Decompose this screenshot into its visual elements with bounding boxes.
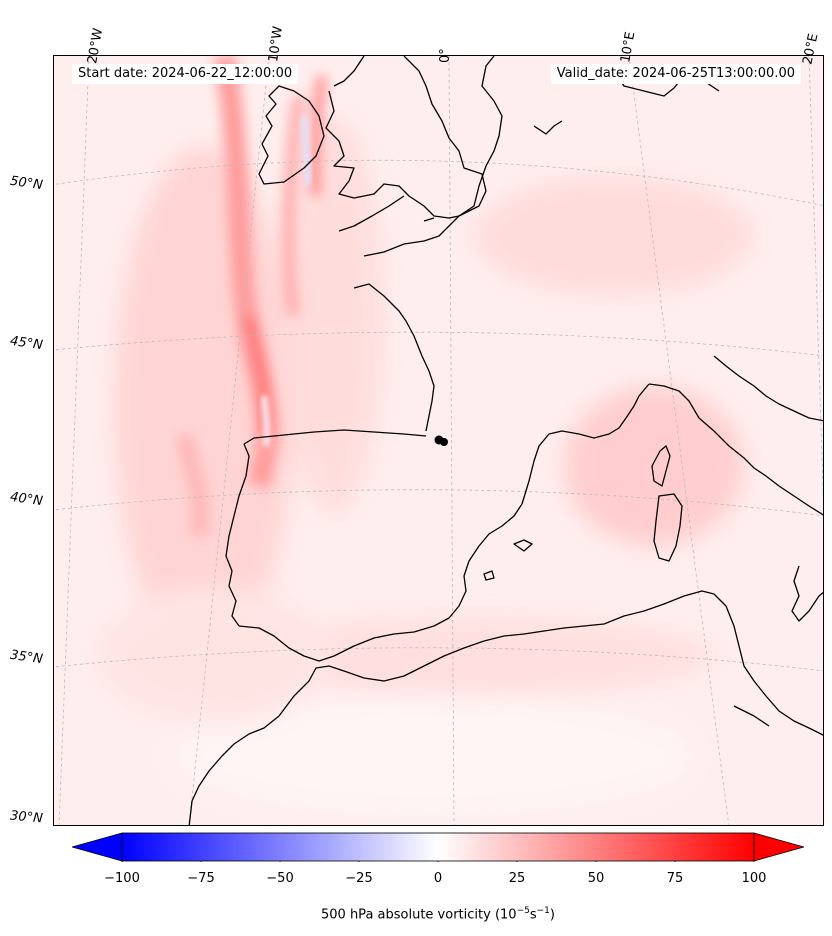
colorbar-min-extend bbox=[72, 832, 123, 862]
vorticity-field bbox=[54, 56, 823, 825]
lat-label-45n: 45°N bbox=[9, 333, 44, 354]
colorbar-max-extend bbox=[753, 832, 804, 862]
colorbar-label-s: s bbox=[529, 907, 537, 923]
colorbar-label-end: ) bbox=[549, 907, 555, 923]
colorbar-tick-label: −75 bbox=[187, 871, 215, 886]
colorbar-gradient bbox=[121, 832, 755, 862]
gridlines bbox=[54, 56, 823, 825]
lat-label-50n: 50°N bbox=[9, 173, 44, 194]
field-blue-streaks bbox=[261, 115, 311, 447]
colorbar-label-text: 500 hPa absolute vorticity (10 bbox=[321, 907, 517, 923]
colorbar-label-exp2: −1 bbox=[536, 906, 550, 916]
colorbar-tick-label: −25 bbox=[345, 871, 373, 886]
colorbar-ticks bbox=[121, 861, 755, 862]
colorbar bbox=[72, 832, 804, 862]
map-plot-area bbox=[53, 55, 824, 826]
colorbar-tick-label: 0 bbox=[433, 871, 443, 886]
start-date-label: Start date: 2024-06-22_12:00:00 bbox=[72, 64, 299, 84]
colorbar-tick-label: 100 bbox=[741, 871, 767, 886]
lon-label-0: 0° bbox=[438, 48, 453, 63]
colorbar-label: 500 hPa absolute vorticity (10−5s−1) bbox=[0, 906, 832, 922]
colorbar-tick-label: −100 bbox=[104, 871, 140, 886]
valid-date-label: Valid_date: 2024-06-25T13:00:00.00 bbox=[550, 64, 801, 84]
colorbar-tick-label: 50 bbox=[587, 871, 605, 886]
colorbar-tick-label: −50 bbox=[266, 871, 294, 886]
colorbar-tick-label: 75 bbox=[666, 871, 684, 886]
colorbar-tick-label: 25 bbox=[508, 871, 526, 886]
lat-label-40n: 40°N bbox=[9, 489, 44, 510]
lat-label-30n: 30°N bbox=[9, 808, 44, 827]
location-marker bbox=[434, 435, 448, 446]
lat-label-35n: 35°N bbox=[9, 647, 44, 668]
coastlines bbox=[188, 56, 823, 825]
colorbar-label-exp1: −5 bbox=[516, 906, 530, 916]
field-broad-features bbox=[94, 116, 754, 816]
